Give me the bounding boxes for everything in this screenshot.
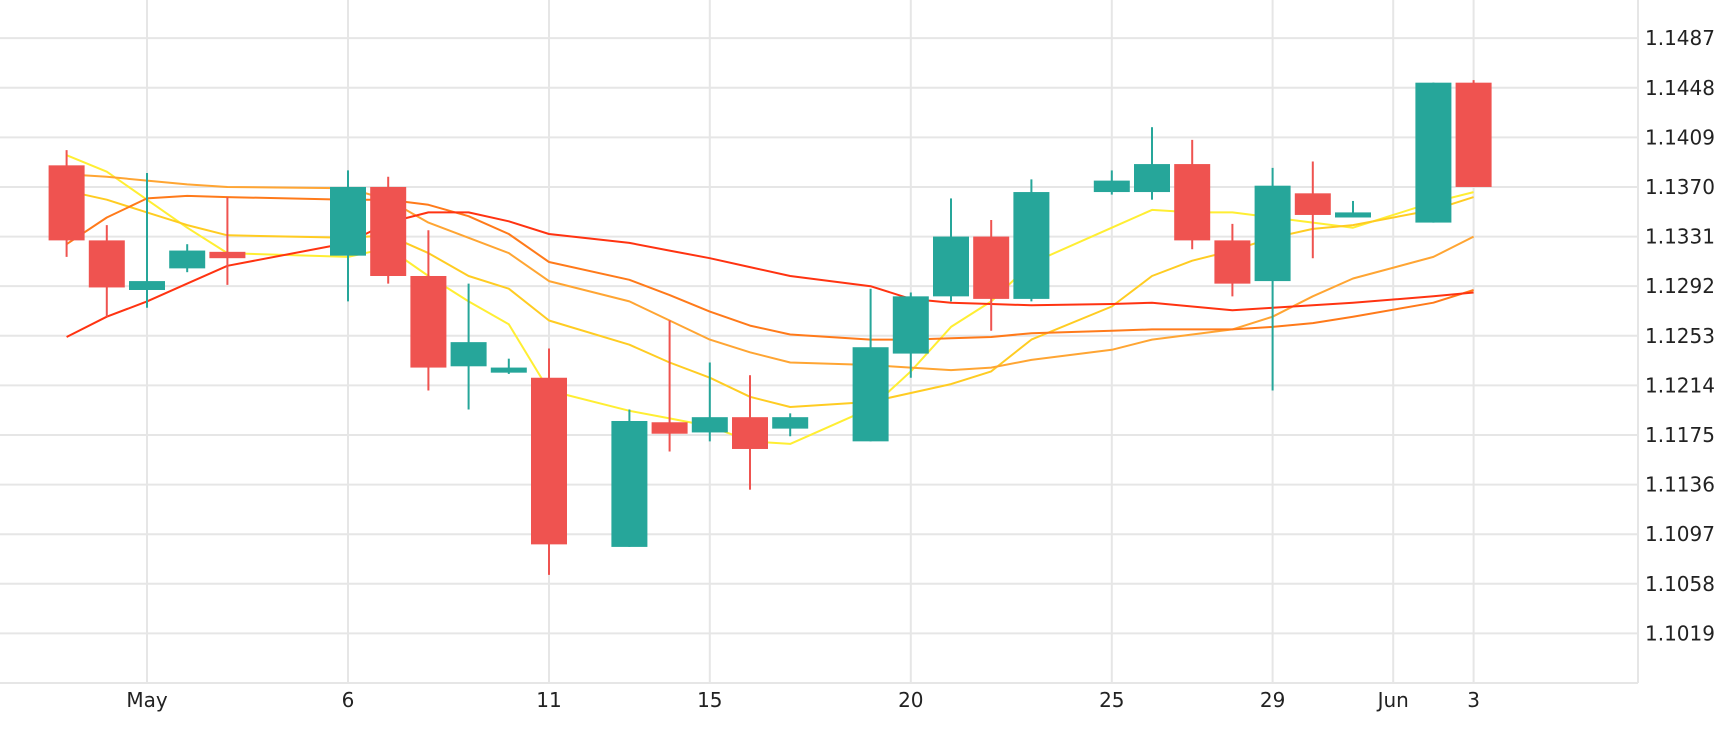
candle (1013, 179, 1050, 302)
y-tick-label: 1.1214 (1645, 373, 1715, 397)
candle-body (1093, 180, 1130, 193)
moving-average-line (66, 194, 1474, 341)
candle-body (772, 417, 809, 429)
candle-body (933, 236, 969, 297)
candle (892, 292, 929, 378)
x-tick-label: 20 (898, 688, 923, 712)
candle-body (330, 186, 366, 256)
x-tick-label: 15 (697, 688, 722, 712)
y-tick-label: 1.1097 (1645, 522, 1715, 546)
candle-body (88, 240, 125, 288)
y-tick-label: 1.1253 (1645, 324, 1715, 348)
candle-body (1455, 82, 1492, 187)
candle (410, 230, 447, 391)
y-tick-label: 1.1058 (1645, 572, 1715, 596)
vertical-gridlines (146, 0, 1475, 683)
candle-body (852, 347, 889, 442)
candle (490, 358, 527, 374)
candle (209, 197, 246, 285)
candle (1335, 200, 1371, 218)
candle-body (209, 251, 246, 259)
candle (973, 220, 1010, 331)
candle-body (1214, 240, 1251, 284)
candle (88, 225, 125, 317)
x-tick-label: 3 (1467, 688, 1480, 712)
x-tick-label: 11 (536, 688, 561, 712)
y-axis-labels: 1.1487 1.1448 1.1409 1.1370 1.1331 1.1292 1.12… (1645, 26, 1715, 645)
y-tick-label: 1.1136 (1645, 473, 1715, 497)
candle (852, 288, 889, 442)
candle-body (410, 275, 447, 368)
candle (1415, 82, 1452, 223)
candle (48, 150, 85, 257)
moving-average-line (66, 154, 1474, 445)
y-tick-label: 1.1370 (1645, 175, 1715, 199)
y-tick-label: 1.1175 (1645, 423, 1715, 447)
candles (48, 80, 1492, 575)
x-tick-label: May (126, 688, 168, 712)
y-tick-label: 1.1331 (1645, 225, 1715, 249)
candle-body (1335, 212, 1371, 218)
candle (691, 362, 728, 442)
candle-body (48, 165, 85, 241)
candle (933, 198, 969, 302)
candle-body (1294, 193, 1331, 215)
candle (651, 320, 688, 452)
candle-body (490, 367, 527, 373)
candle (129, 172, 165, 308)
candle (330, 170, 366, 302)
moving-average-lines (66, 154, 1475, 445)
moving-average-line (66, 211, 1474, 338)
candle (1455, 80, 1492, 187)
candle (1174, 139, 1211, 250)
y-tick-label: 1.1448 (1645, 76, 1715, 100)
candle-body (611, 420, 648, 547)
candle (1254, 167, 1291, 391)
candle-body (651, 422, 688, 434)
x-tick-label: 6 (342, 688, 355, 712)
candle (169, 244, 206, 273)
x-tick-label: 25 (1099, 688, 1124, 712)
horizontal-gridlines (0, 0, 1639, 684)
candle-body (892, 296, 929, 354)
moving-average-line (66, 173, 1475, 372)
candle (772, 413, 809, 437)
candle-body (129, 281, 165, 290)
candle-body (531, 377, 567, 545)
candle-body (973, 236, 1010, 299)
y-tick-label: 1.1292 (1645, 274, 1715, 298)
candle-body (169, 250, 206, 269)
candle-body (1254, 185, 1291, 282)
candle-body (732, 417, 768, 449)
candle-body (1415, 82, 1452, 223)
y-tick-label: 1.1409 (1645, 125, 1715, 149)
candle-body (1174, 164, 1211, 241)
x-tick-label: 29 (1260, 688, 1285, 712)
candle (370, 176, 407, 284)
candle (732, 375, 768, 490)
candle (1134, 127, 1170, 200)
candle (1214, 223, 1251, 297)
candle (1294, 161, 1331, 259)
candle-body (691, 417, 728, 433)
candle-body (370, 186, 407, 276)
candle (611, 409, 648, 547)
candle-body (450, 342, 487, 367)
y-tick-label: 1.1487 (1645, 26, 1715, 50)
candle-body (1134, 164, 1170, 193)
candle (531, 348, 567, 575)
y-tick-label: 1.1019 (1645, 621, 1715, 645)
x-axis-labels: May 6 11 15 20 25 29 Jun 3 (126, 688, 1480, 712)
candle-body (1013, 192, 1050, 299)
candle (450, 283, 487, 410)
candle (1093, 170, 1130, 195)
x-tick-label: Jun (1376, 688, 1409, 712)
